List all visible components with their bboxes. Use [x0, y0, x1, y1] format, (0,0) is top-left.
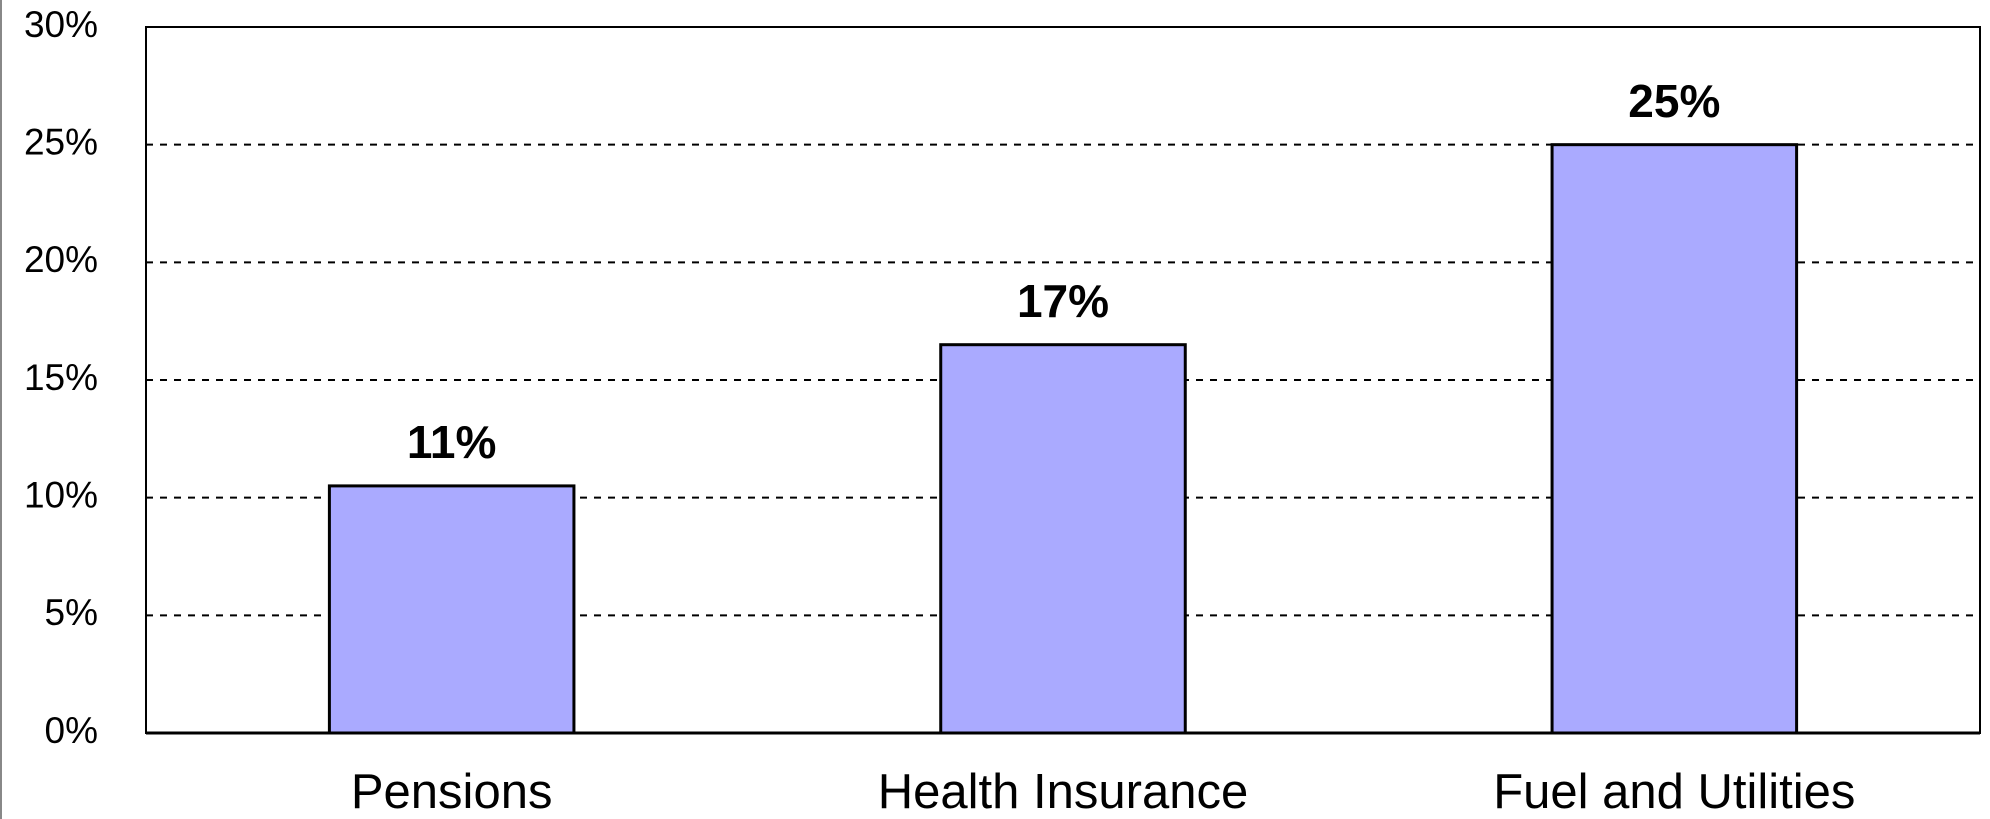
y-tick-label: 0% [45, 710, 98, 751]
y-tick-label: 30% [24, 4, 98, 45]
value-label: 11% [407, 416, 497, 468]
y-tick-label: 25% [24, 121, 98, 162]
x-tick-label: Pensions [351, 765, 553, 819]
y-tick-label: 15% [24, 357, 98, 398]
y-tick-label: 10% [24, 474, 98, 515]
x-tick-label: Health Insurance [878, 765, 1248, 819]
x-tick-label: Fuel and Utilities [1493, 765, 1855, 819]
bar [1550, 143, 1799, 735]
bar [939, 343, 1187, 735]
y-tick-label: 5% [45, 592, 98, 633]
value-label: 25% [1628, 75, 1720, 127]
value-label: 17% [1017, 275, 1109, 327]
bar [327, 484, 576, 735]
y-tick-label: 20% [24, 239, 98, 280]
